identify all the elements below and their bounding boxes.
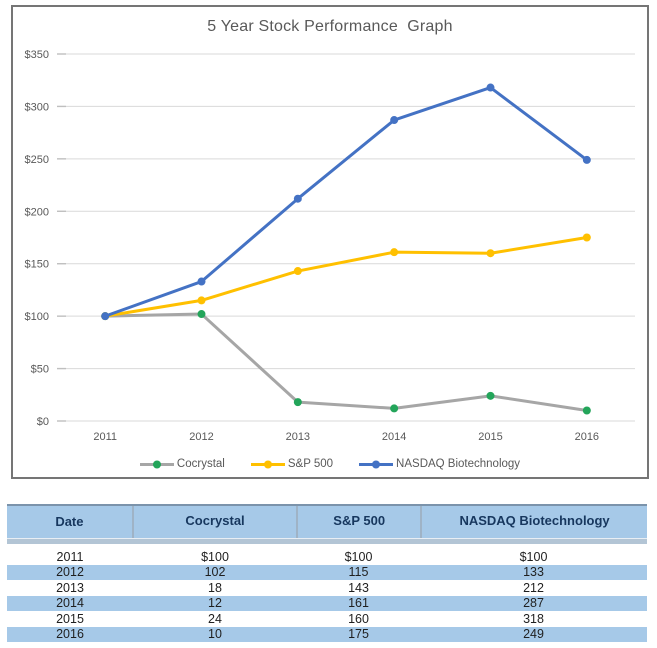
cell-value: 161	[348, 596, 369, 611]
cell-value: $100	[201, 549, 229, 564]
legend-label: S&P 500	[287, 458, 334, 470]
chart-legend: Cocrystal S&P 500 NASDAQ Biotechnology	[13, 458, 647, 470]
data-point-cocrystal-2016	[582, 406, 591, 415]
y-tick-label: $100	[25, 311, 49, 323]
x-tick-label: 2016	[575, 431, 599, 443]
cell-value: $100	[519, 549, 548, 564]
table-row-2012: 2012 102 115 133	[7, 564, 647, 580]
data-point-s-p-500-2014	[390, 248, 399, 257]
data-point-nasdaq-biotechnology-2014	[390, 116, 399, 125]
table-row-2011: 2011 $100 $100 $100	[7, 549, 647, 565]
gridlines	[57, 53, 635, 422]
data-point-s-p-500-2015	[486, 249, 495, 258]
y-tick-label: $250	[25, 154, 49, 166]
series-cocrystal	[101, 310, 591, 415]
cell-year: 2013	[56, 580, 84, 595]
series-s-p-500	[101, 233, 591, 321]
cell-year: 2014	[56, 596, 84, 611]
x-tick-label: 2014	[382, 431, 406, 443]
y-tick-label: $350	[25, 49, 49, 61]
cell-year: 2015	[56, 611, 84, 626]
data-point-nasdaq-biotechnology-2011	[101, 312, 110, 321]
data-point-nasdaq-biotechnology-2013	[293, 194, 302, 203]
data-point-cocrystal-2015	[486, 391, 495, 400]
data-point-cocrystal-2014	[390, 404, 399, 413]
x-axis-labels: 2011 2012 2013 2014 2015 2016	[93, 431, 599, 443]
x-tick-label: 2011	[93, 431, 117, 443]
y-axis-labels: $350 $300 $250 $200 $150 $100 $50 $0	[25, 49, 49, 428]
series-nasdaq-biotechnology	[101, 83, 591, 321]
cell-value: 10	[208, 627, 222, 642]
cell-year: 2011	[56, 549, 84, 564]
cell-value: 249	[523, 627, 544, 642]
cell-value: 12	[208, 596, 222, 611]
legend-item-s-p-500: S&P 500	[250, 458, 334, 470]
y-tick-label: $300	[25, 101, 49, 113]
data-point-nasdaq-biotechnology-2012	[197, 277, 206, 286]
cell-value: 160	[348, 611, 369, 626]
data-point-nasdaq-biotechnology-2015	[486, 83, 495, 92]
cell-value: $100	[344, 549, 373, 564]
data-point-cocrystal-2012	[197, 310, 206, 319]
table-row-2013: 2013 18 143 212	[7, 580, 647, 596]
y-tick-label: $0	[37, 416, 49, 428]
cell-value: 143	[348, 580, 369, 595]
column-header-cocrystal: Cocrystal	[131, 506, 296, 538]
x-tick-label: 2012	[189, 431, 213, 443]
y-tick-label: $50	[31, 364, 49, 376]
y-tick-label: $150	[25, 259, 49, 271]
x-tick-label: 2013	[286, 431, 310, 443]
data-point-s-p-500-2013	[293, 267, 302, 276]
table-header-underline	[7, 538, 647, 544]
table-row-2016: 2016 10 175 249	[7, 626, 647, 642]
cell-year: 2012	[56, 565, 84, 580]
data-point-nasdaq-biotechnology-2016	[582, 155, 591, 164]
legend-item-nasdaq-biotechnology: NASDAQ Biotechnology	[359, 458, 520, 470]
legend-marker-icon	[250, 460, 285, 468]
table-body: 2011 $100 $100 $100 2012 102 115 133 2013 18 143 21…	[7, 549, 647, 642]
cell-value: 115	[348, 565, 369, 580]
performance-table: Date Cocrystal S&P 500 NASDAQ Biotechnology…	[7, 504, 647, 642]
y-tick-label: $200	[25, 206, 49, 218]
legend-marker-icon	[139, 460, 174, 468]
cell-value: 102	[204, 565, 226, 580]
data-point-s-p-500-2016	[582, 233, 591, 242]
stock-performance-chart: $350 $300 $250 $200 $150 $100 $50 $0 2011 2012 201…	[11, 5, 649, 479]
table-row-2014: 2014 12 161 287	[7, 595, 647, 611]
legend-marker-icon	[359, 460, 394, 468]
x-tick-label: 2015	[478, 431, 502, 443]
table-row-2015: 2015 24 160 318	[7, 611, 647, 627]
cell-value: 212	[523, 580, 544, 595]
cell-value: 18	[208, 580, 222, 595]
legend-label: Cocrystal	[176, 458, 225, 470]
cell-year: 2016	[56, 627, 84, 642]
cell-value: 287	[523, 596, 544, 611]
data-point-s-p-500-2012	[197, 296, 206, 305]
cell-value: 24	[208, 611, 222, 626]
cell-value: 175	[348, 627, 369, 642]
cell-value: 133	[523, 565, 544, 580]
column-header-nasdaq-biotechnology: NASDAQ Biotechnology	[420, 506, 647, 538]
chart-title: 5 Year Stock Performance Graph	[207, 18, 453, 35]
cell-value: 318	[523, 611, 544, 626]
data-point-cocrystal-2013	[293, 398, 302, 407]
column-header-s-p-500: S&P 500	[296, 506, 420, 538]
legend-label: NASDAQ Biotechnology	[396, 458, 521, 470]
table-header-row: Date Cocrystal S&P 500 NASDAQ Biotechnology	[7, 504, 647, 538]
legend-item-cocrystal: Cocrystal	[139, 458, 225, 470]
column-header-date: Date	[55, 514, 84, 529]
